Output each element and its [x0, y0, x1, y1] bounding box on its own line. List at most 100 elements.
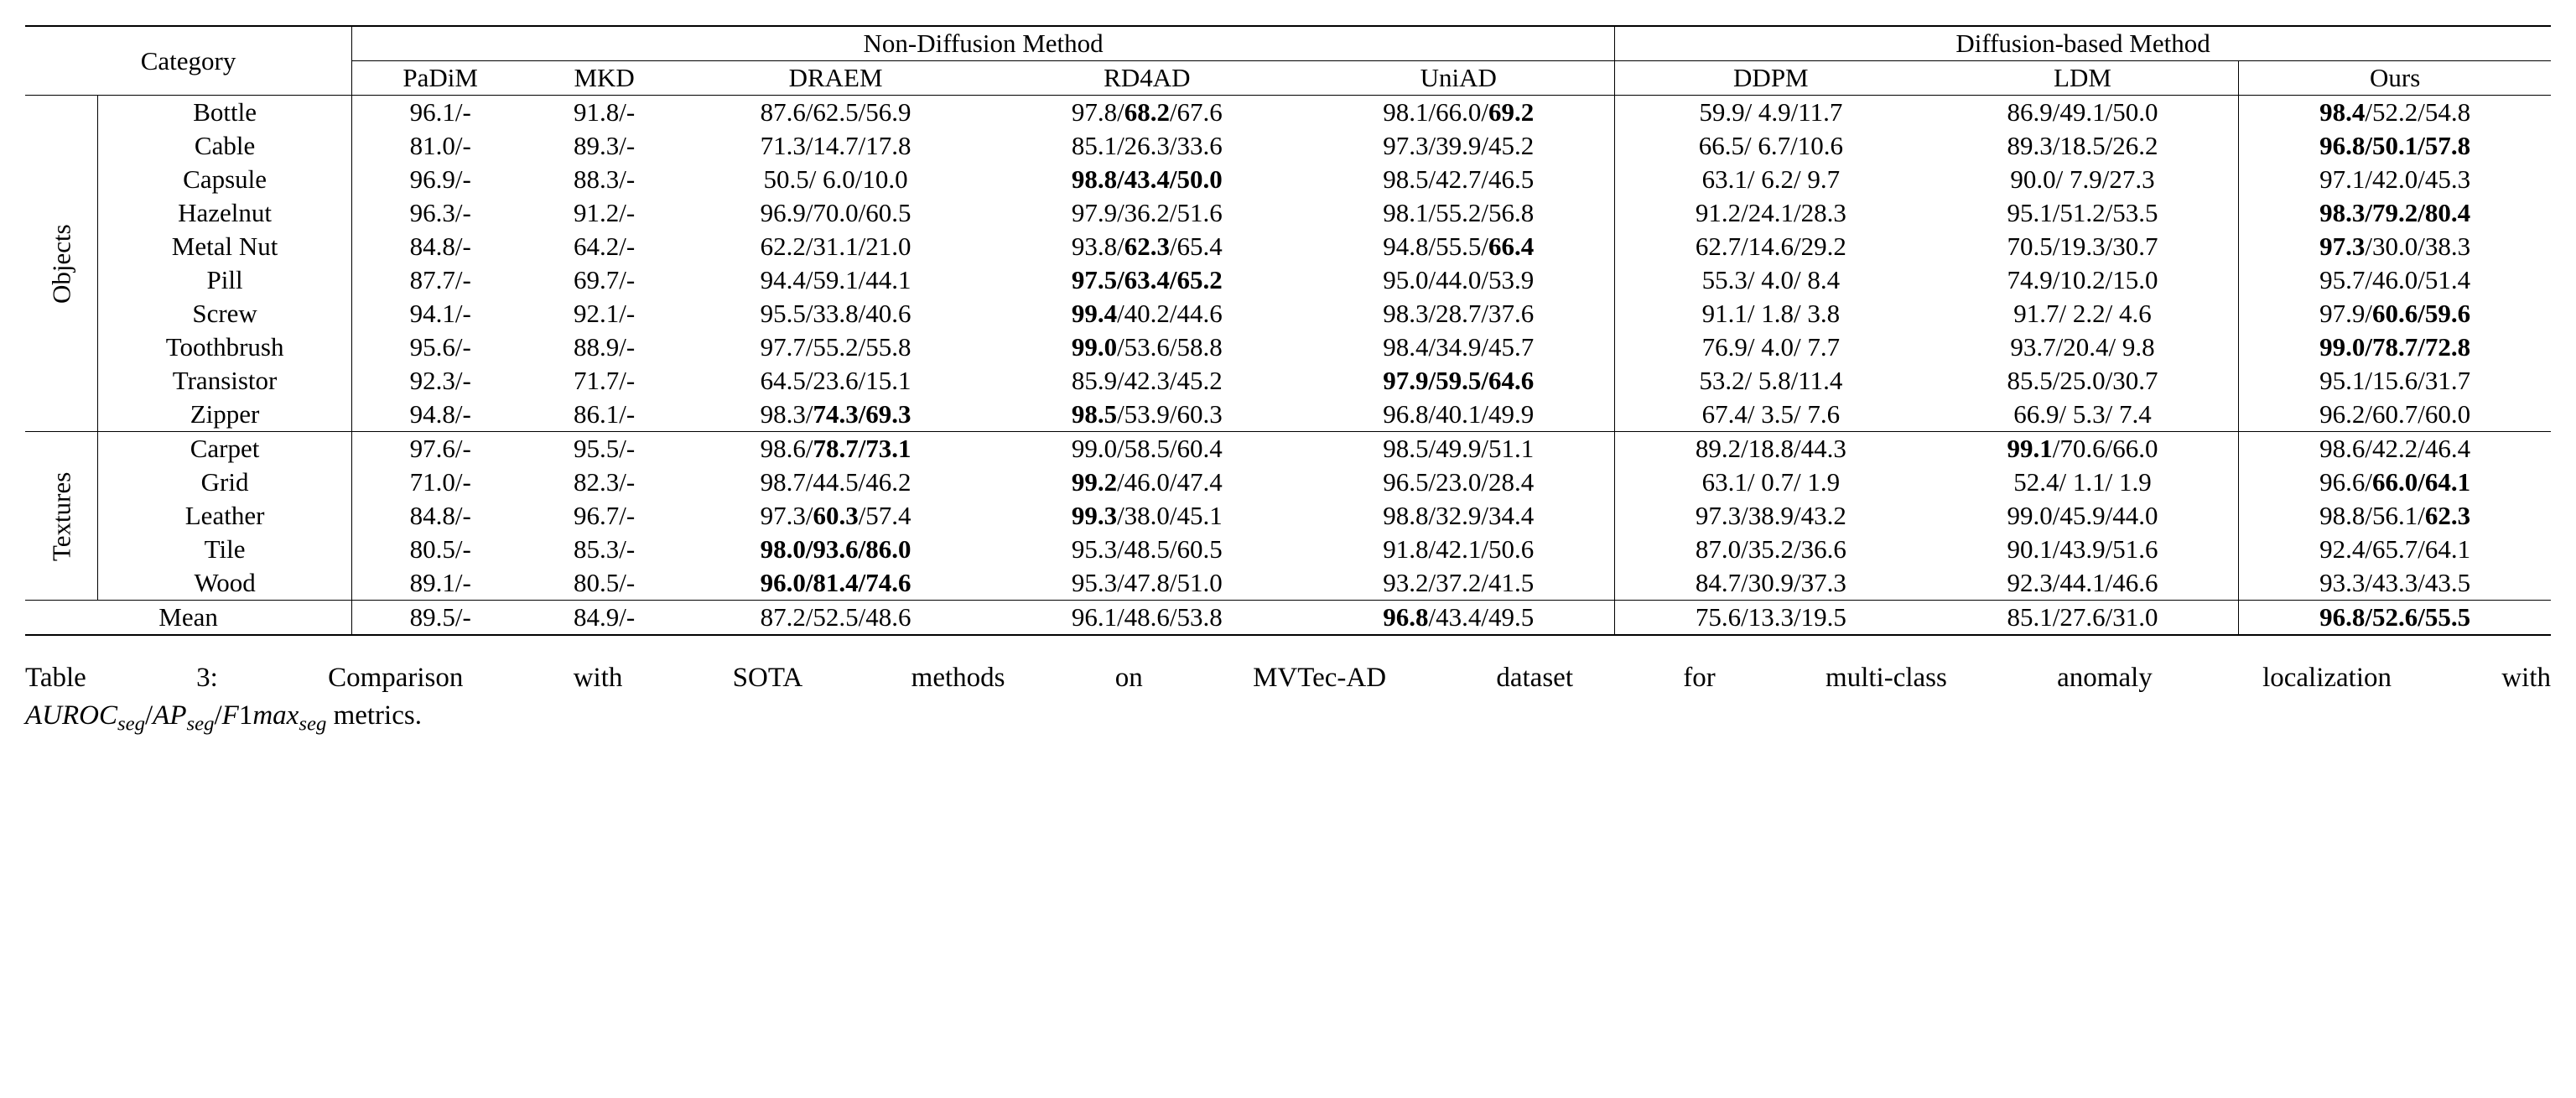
table-cell: 71.0/-: [352, 466, 529, 499]
table-cell: 64.5/23.6/15.1: [680, 364, 991, 398]
table-cell: 95.6/-: [352, 330, 529, 364]
header-method-ddpm: DDPM: [1615, 61, 1927, 96]
header-group-diffusion: Diffusion-based Method: [1615, 26, 2551, 61]
caption-suffix: metrics.: [326, 700, 422, 731]
table-row: Metal Nut84.8/-64.2/-62.2/31.1/21.093.8/…: [25, 230, 2551, 263]
table-cell: 85.1/26.3/33.6: [991, 129, 1302, 163]
metric-ap: AP: [153, 700, 186, 731]
table-cell: 94.8/-: [352, 398, 529, 432]
table-cell: 89.5/-: [352, 601, 529, 636]
table-cell: 90.0/ 7.9/27.3: [1927, 163, 2239, 196]
table-cell: 76.9/ 4.0/ 7.7: [1615, 330, 1927, 364]
table-cell: 99.0/45.9/44.0: [1927, 499, 2239, 533]
table-cell: 94.8/55.5/66.4: [1302, 230, 1614, 263]
table-cell: 99.4/40.2/44.6: [991, 297, 1302, 330]
category-cell: Transistor: [98, 364, 352, 398]
mean-row: Mean89.5/-84.9/-87.2/52.5/48.696.1/48.6/…: [25, 601, 2551, 636]
category-cell: Pill: [98, 263, 352, 297]
table-cell: 98.6/42.2/46.4: [2239, 432, 2551, 466]
table-cell: 92.4/65.7/64.1: [2239, 533, 2551, 566]
table-cell: 99.0/78.7/72.8: [2239, 330, 2551, 364]
table-row: Cable81.0/-89.3/-71.3/14.7/17.885.1/26.3…: [25, 129, 2551, 163]
table-cell: 94.4/59.1/44.1: [680, 263, 991, 297]
table-cell: 50.5/ 6.0/10.0: [680, 163, 991, 196]
table-cell: 91.1/ 1.8/ 3.8: [1615, 297, 1927, 330]
table-cell: 87.7/-: [352, 263, 529, 297]
table-row: Screw94.1/-92.1/-95.5/33.8/40.699.4/40.2…: [25, 297, 2551, 330]
slash-1: /: [145, 700, 153, 731]
table-cell: 71.7/-: [528, 364, 680, 398]
table-cell: 92.3/-: [352, 364, 529, 398]
table-cell: 97.3/60.3/57.4: [680, 499, 991, 533]
table-cell: 93.2/37.2/41.5: [1302, 566, 1614, 601]
table-cell: 93.3/43.3/43.5: [2239, 566, 2551, 601]
table-cell: 93.7/20.4/ 9.8: [1927, 330, 2239, 364]
table-cell: 98.6/78.7/73.1: [680, 432, 991, 466]
table-cell: 95.7/46.0/51.4: [2239, 263, 2551, 297]
metric-max: max: [252, 700, 299, 731]
table-cell: 87.6/62.5/56.9: [680, 96, 991, 130]
category-cell: Metal Nut: [98, 230, 352, 263]
category-cell: Wood: [98, 566, 352, 601]
results-table: Category Non-Diffusion Method Diffusion-…: [25, 25, 2551, 636]
table-cell: 63.1/ 6.2/ 9.7: [1615, 163, 1927, 196]
category-cell: Cable: [98, 129, 352, 163]
table-cell: 98.0/93.6/86.0: [680, 533, 991, 566]
category-cell: Capsule: [98, 163, 352, 196]
table-cell: 87.2/52.5/48.6: [680, 601, 991, 636]
table-cell: 74.9/10.2/15.0: [1927, 263, 2239, 297]
table-cell: 99.0/58.5/60.4: [991, 432, 1302, 466]
table-cell: 84.9/-: [528, 601, 680, 636]
table-cell: 98.5/53.9/60.3: [991, 398, 1302, 432]
table-cell: 99.0/53.6/58.8: [991, 330, 1302, 364]
metric-auroc: AUROC: [25, 700, 117, 731]
table-cell: 97.9/36.2/51.6: [991, 196, 1302, 230]
table-cell: 95.3/48.5/60.5: [991, 533, 1302, 566]
category-cell: Screw: [98, 297, 352, 330]
header-method-draem: DRAEM: [680, 61, 991, 96]
table-cell: 96.8/43.4/49.5: [1302, 601, 1614, 636]
table-cell: 62.7/14.6/29.2: [1615, 230, 1927, 263]
header-category: Category: [25, 26, 352, 96]
table-cell: 97.3/30.0/38.3: [2239, 230, 2551, 263]
header-method-rd4ad: RD4AD: [991, 61, 1302, 96]
group-label: Textures: [25, 432, 98, 601]
table-cell: 63.1/ 0.7/ 1.9: [1615, 466, 1927, 499]
table-cell: 84.8/-: [352, 499, 529, 533]
table-cell: 66.9/ 5.3/ 7.4: [1927, 398, 2239, 432]
category-cell: Leather: [98, 499, 352, 533]
category-cell: Tile: [98, 533, 352, 566]
category-cell: Grid: [98, 466, 352, 499]
category-cell: Bottle: [98, 96, 352, 130]
table-row: Capsule96.9/-88.3/-50.5/ 6.0/10.098.8/43…: [25, 163, 2551, 196]
table-cell: 89.2/18.8/44.3: [1615, 432, 1927, 466]
table-cell: 90.1/43.9/51.6: [1927, 533, 2239, 566]
table-cell: 92.3/44.1/46.6: [1927, 566, 2239, 601]
table-cell: 91.2/24.1/28.3: [1615, 196, 1927, 230]
table-cell: 97.6/-: [352, 432, 529, 466]
table-cell: 91.8/-: [528, 96, 680, 130]
table-cell: 98.8/56.1/62.3: [2239, 499, 2551, 533]
table-cell: 96.9/-: [352, 163, 529, 196]
caption-metrics: AUROCseg/APseg/F1maxseg metrics.: [25, 700, 422, 731]
table-cell: 95.3/47.8/51.0: [991, 566, 1302, 601]
table-cell: 98.5/49.9/51.1: [1302, 432, 1614, 466]
table-cell: 86.9/49.1/50.0: [1927, 96, 2239, 130]
table-cell: 91.8/42.1/50.6: [1302, 533, 1614, 566]
category-cell: Zipper: [98, 398, 352, 432]
table-cell: 97.8/68.2/67.6: [991, 96, 1302, 130]
header-method-mkd: MKD: [528, 61, 680, 96]
table-cell: 96.5/23.0/28.4: [1302, 466, 1614, 499]
metric-f: F: [222, 700, 239, 731]
table-cell: 97.3/38.9/43.2: [1615, 499, 1927, 533]
table-cell: 96.8/50.1/57.8: [2239, 129, 2551, 163]
table-cell: 91.2/-: [528, 196, 680, 230]
table-row: Leather84.8/-96.7/-97.3/60.3/57.499.3/38…: [25, 499, 2551, 533]
table-cell: 64.2/-: [528, 230, 680, 263]
table-cell: 97.7/55.2/55.8: [680, 330, 991, 364]
table-cell: 89.3/18.5/26.2: [1927, 129, 2239, 163]
metric-one: 1: [239, 700, 253, 731]
table-cell: 99.1/70.6/66.0: [1927, 432, 2239, 466]
table-cell: 75.6/13.3/19.5: [1615, 601, 1927, 636]
table-row: Grid71.0/-82.3/-98.7/44.5/46.299.2/46.0/…: [25, 466, 2551, 499]
